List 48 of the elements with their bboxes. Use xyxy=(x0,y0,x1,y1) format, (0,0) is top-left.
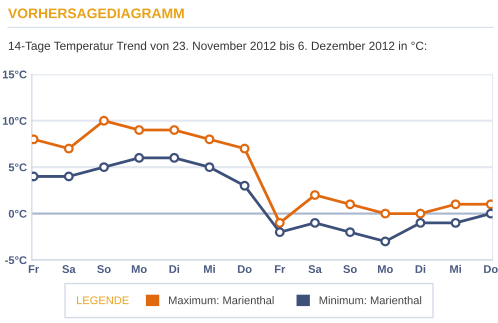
chart-subtitle: 14-Tage Temperatur Trend von 23. November 2012 bis 6. Dezember 2012 in °C: xyxy=(8,41,426,52)
chart-title: VORHERSAGEDIAGRAMM xyxy=(8,8,184,18)
point xyxy=(416,208,426,219)
y-tick-label: 5°C xyxy=(8,163,27,172)
point xyxy=(64,144,74,154)
x-tick-label: Do xyxy=(484,265,498,274)
point xyxy=(274,227,285,238)
point xyxy=(204,134,214,144)
x-tick-label: Di xyxy=(169,264,180,273)
x-tick-label: Mo xyxy=(378,265,393,274)
y-tick-label: 0°C xyxy=(8,210,27,218)
legend-label: Minimum: Marienthal xyxy=(320,296,422,304)
y-tick-label: 10°C xyxy=(2,116,27,125)
point xyxy=(380,208,390,219)
point xyxy=(134,125,144,135)
point xyxy=(345,227,356,238)
point xyxy=(240,180,250,191)
x-tick-label: Mo xyxy=(132,265,147,274)
point xyxy=(99,162,109,172)
point xyxy=(345,199,356,210)
x-tick-label: Fr xyxy=(28,265,40,273)
point xyxy=(450,199,461,210)
point xyxy=(240,144,250,154)
point xyxy=(310,218,320,228)
x-tick-label: Mi xyxy=(204,264,215,273)
point xyxy=(310,190,320,200)
point xyxy=(274,218,285,228)
point xyxy=(169,125,180,135)
point xyxy=(380,236,390,246)
x-tick-label: Di xyxy=(416,264,426,273)
x-tick-label: So xyxy=(97,265,111,274)
point xyxy=(134,152,144,163)
point xyxy=(99,116,109,126)
y-tick-label: 15°C xyxy=(2,70,27,78)
point xyxy=(450,218,461,228)
x-tick-label: Sa xyxy=(308,265,322,274)
legend-label: Maximum: Marienthal xyxy=(169,296,274,304)
point xyxy=(204,162,214,172)
point xyxy=(64,172,74,182)
x-tick-label: Fr xyxy=(274,265,286,273)
x-tick-label: Do xyxy=(238,265,252,274)
x-tick-label: Sa xyxy=(62,265,76,274)
y-tick-label: -5°C xyxy=(5,256,27,264)
x-tick-label: So xyxy=(343,265,357,274)
legend-title: LEGENDE xyxy=(77,296,129,304)
point xyxy=(416,218,426,228)
x-tick-label: Mi xyxy=(450,264,461,273)
point xyxy=(169,152,180,163)
